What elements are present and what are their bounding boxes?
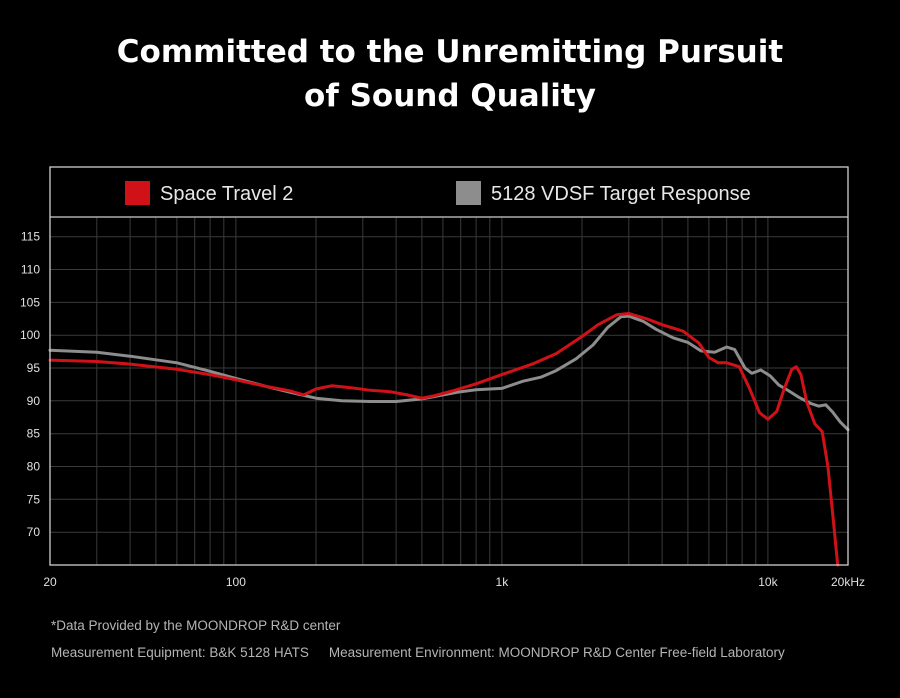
x-tick-label: 100 [226,575,246,589]
x-tick-label: 1k [496,575,510,589]
title-line-1: Committed to the Unremitting Pursuit [116,34,784,70]
footnote-environment: Measurement Environment: MOONDROP R&D Ce… [328,645,785,660]
y-tick-label: 95 [27,361,41,375]
y-tick-label: 90 [27,394,41,408]
y-tick-label: 75 [27,492,41,506]
y-tick-label: 115 [21,230,40,244]
y-tick-label: 105 [20,295,40,309]
legend-label-space-travel-2: Space Travel 2 [160,183,293,205]
chart-legend: Space Travel 2 5128 VDSF Target Response [125,181,751,205]
chart-grid [49,217,849,565]
x-tick-label: 10k [758,575,778,589]
footnote-measurement: Measurement Equipment: B&K 5128 HATS Meas… [51,645,785,660]
legend-label-target-response: 5128 VDSF Target Response [491,183,751,205]
y-tick-label: 100 [20,328,40,342]
chart-series [48,312,850,567]
chart-border [49,166,849,566]
axis-ticks: 70 75 80 85 90 95 100 105 110 115 20 100 1k 10k 20kHz [20,230,865,589]
page-title: Committed to the Unremitting Pursuit of … [0,30,900,118]
chart-frame [49,166,849,566]
footnote-equipment: Measurement Equipment: B&K 5128 HATS [51,645,309,660]
footnote-source: *Data Provided by the MOONDROP R&D cente… [51,618,341,633]
y-tick-label: 85 [27,427,41,441]
title-line-2: of Sound Quality [304,78,596,114]
series-line-space-travel-2 [48,312,840,567]
y-tick-label: 70 [27,525,41,539]
x-tick-label: 20 [43,575,57,589]
series-line-target-response [48,314,850,432]
legend-swatch-space-travel-2 [125,181,150,205]
y-tick-label: 80 [27,460,41,474]
x-tick-label: 20kHz [831,575,865,589]
legend-swatch-target-response [456,181,481,205]
y-tick-label: 110 [21,263,40,277]
